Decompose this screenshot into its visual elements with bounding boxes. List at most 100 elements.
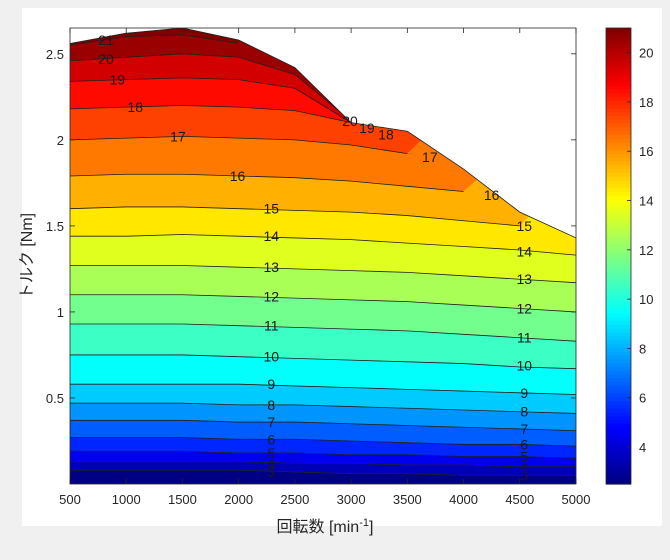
contour-label: 18 bbox=[378, 127, 394, 143]
colorbar-segment bbox=[606, 381, 631, 386]
colorbar-segment bbox=[606, 286, 631, 291]
colorbar-segment bbox=[606, 468, 631, 474]
colorbar-segment bbox=[606, 172, 631, 177]
contour-label: 9 bbox=[520, 385, 528, 401]
contour-line bbox=[70, 34, 239, 46]
contour-band bbox=[70, 53, 576, 170]
colorbar-segment bbox=[606, 180, 631, 185]
colorbar-tick-label: 6 bbox=[639, 391, 646, 406]
contour-line bbox=[70, 234, 576, 256]
colorbar-segment bbox=[606, 145, 631, 151]
colorbar-segment bbox=[606, 54, 631, 59]
contour-line bbox=[70, 419, 576, 432]
colorbar-segment bbox=[606, 187, 631, 192]
colorbar-segment bbox=[606, 119, 631, 124]
contour-label: 9 bbox=[267, 376, 275, 392]
colorbar-segment bbox=[606, 96, 631, 101]
colorbar-segment bbox=[606, 396, 631, 401]
colorbar-segment bbox=[606, 328, 631, 333]
contour-line bbox=[70, 136, 408, 155]
colorbar-segment bbox=[606, 404, 631, 409]
contour-label: 7 bbox=[267, 414, 275, 430]
x-axis: 500 1000 1500 2000 2500 3000 3500 4000 4500 5000 bbox=[59, 28, 590, 507]
contour-line bbox=[70, 265, 576, 284]
colorbar-segment bbox=[606, 85, 631, 90]
colorbar-segment bbox=[606, 88, 631, 94]
colorbar-segment bbox=[606, 191, 631, 196]
contour-label: 20 bbox=[342, 113, 358, 129]
colorbar-segment bbox=[606, 354, 631, 360]
colorbar-segment bbox=[606, 267, 631, 272]
colorbar-segment bbox=[606, 142, 631, 147]
contour-label: 19 bbox=[109, 72, 125, 88]
colorbar-segment bbox=[606, 408, 631, 413]
contour-band bbox=[70, 403, 576, 431]
colorbar-segment bbox=[606, 256, 631, 261]
colorbar-segment bbox=[606, 225, 631, 230]
colorbar-segment bbox=[606, 442, 631, 447]
x-tick-label: 2500 bbox=[280, 492, 309, 507]
contour-line bbox=[70, 77, 352, 123]
colorbar-segment bbox=[606, 316, 631, 322]
contour-label: 6 bbox=[267, 431, 275, 447]
contour-label: 11 bbox=[517, 330, 532, 346]
contour-band bbox=[70, 143, 576, 226]
y-axis-title: トルク [Nm] bbox=[18, 213, 36, 299]
contour-label: 13 bbox=[263, 259, 279, 275]
colorbar-segment bbox=[606, 423, 631, 428]
y-tick-label: 2 bbox=[57, 133, 64, 148]
colorbar-segment bbox=[606, 43, 631, 48]
colorbar-segment bbox=[606, 47, 631, 52]
colorbar: 4 6 8 10 12 14 16 18 20 bbox=[605, 27, 653, 485]
contour-label: 20 bbox=[98, 51, 114, 67]
contour-line bbox=[70, 354, 576, 370]
x-axis-title: 回転数 [min-1] bbox=[277, 517, 374, 536]
colorbar-segment bbox=[606, 77, 631, 82]
colorbar-tick-label: 18 bbox=[639, 95, 653, 110]
y-tick-label: 2.5 bbox=[46, 47, 64, 62]
colorbar-segment bbox=[606, 343, 631, 348]
contour-label: 3 bbox=[520, 467, 528, 483]
colorbar-segment bbox=[606, 81, 631, 86]
colorbar-segment bbox=[606, 210, 631, 215]
contour-label: 16 bbox=[484, 187, 500, 203]
colorbar-segment bbox=[606, 66, 631, 71]
colorbar-segment bbox=[606, 73, 631, 78]
colorbar-tick-label: 8 bbox=[639, 341, 646, 356]
contour-label: 19 bbox=[359, 120, 375, 136]
contour-line bbox=[70, 294, 576, 313]
colorbar-segment bbox=[606, 58, 631, 63]
contour-line bbox=[70, 437, 576, 447]
contour-label: 17 bbox=[422, 149, 438, 165]
colorbar-segment bbox=[606, 294, 631, 299]
colorbar-segment bbox=[606, 248, 631, 253]
colorbar-segment bbox=[606, 332, 631, 337]
x-tick-label: 1000 bbox=[112, 492, 141, 507]
colorbar-segment bbox=[606, 400, 631, 405]
colorbar-segment bbox=[606, 214, 631, 219]
colorbar-segment bbox=[606, 392, 631, 398]
colorbar-segment bbox=[606, 419, 631, 424]
colorbar-segment bbox=[606, 366, 631, 371]
x-tick-label: 5000 bbox=[562, 492, 591, 507]
colorbar-segment bbox=[606, 161, 631, 166]
colorbar-segment bbox=[606, 339, 631, 344]
contour-label: 18 bbox=[127, 99, 143, 115]
x-tick-label: 1500 bbox=[168, 492, 197, 507]
colorbar-segment bbox=[606, 221, 631, 227]
colorbar-segment bbox=[606, 149, 631, 154]
contour-label: 10 bbox=[263, 349, 279, 365]
colorbar-segment bbox=[606, 373, 631, 379]
colorbar-segment bbox=[606, 351, 631, 356]
colorbar-segment bbox=[606, 134, 631, 139]
contour-label: 6 bbox=[520, 436, 528, 452]
colorbar-segment bbox=[606, 282, 631, 287]
contour-label: 12 bbox=[263, 288, 279, 304]
colorbar-segment bbox=[606, 320, 631, 325]
x-tick-label: 500 bbox=[59, 492, 81, 507]
colorbar-segment bbox=[606, 35, 631, 40]
colorbar-segment bbox=[606, 240, 631, 246]
colorbar-segment bbox=[606, 202, 631, 208]
